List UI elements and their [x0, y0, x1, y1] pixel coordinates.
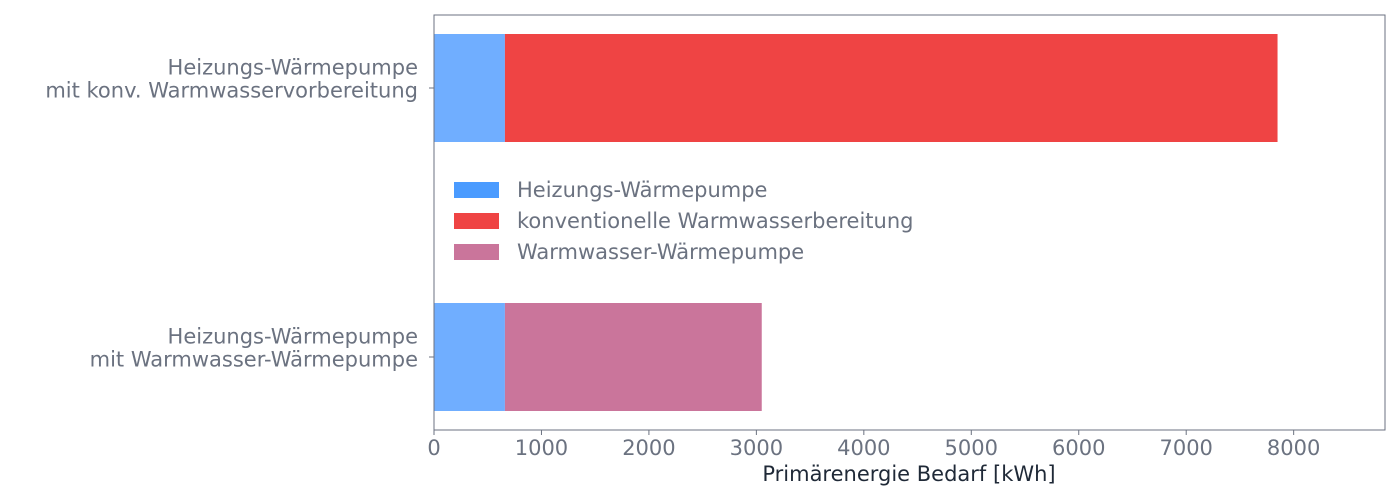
x-tick-label: 8000 — [1267, 436, 1320, 460]
x-tick-label: 5000 — [945, 436, 998, 460]
x-tick-label: 6000 — [1052, 436, 1105, 460]
legend-label: konventionelle Warmwasserbereitung — [517, 209, 914, 233]
y-axis: Heizungs-Wärmepumpe mit konv. Warmwasserv… — [45, 56, 434, 372]
x-tick-label: 1000 — [515, 436, 568, 460]
y-tick-label: Heizungs-Wärmepumpe mit konv. Warmwasserv… — [45, 56, 418, 103]
bar-segment-0-1 — [434, 303, 505, 411]
y-tick-label: Heizungs-Wärmepumpe mit Warmwasser-Wärmep… — [90, 325, 418, 372]
legend-swatch — [454, 213, 499, 229]
legend-swatch — [454, 244, 499, 260]
legend-label: Heizungs-Wärmepumpe — [517, 178, 767, 202]
x-tick-label: 4000 — [837, 436, 890, 460]
legend: Heizungs-Wärmepumpe konventionelle Warmwa… — [454, 178, 914, 264]
x-tick-label: 0 — [427, 436, 440, 460]
x-axis: 0 1000 2000 3000 4000 5000 6000 7000 8000 — [427, 430, 1320, 460]
bar-segment-1-0 — [504, 34, 1278, 142]
x-tick-label: 3000 — [730, 436, 783, 460]
x-tick-label: 2000 — [622, 436, 675, 460]
bar-segment-2-1 — [504, 303, 762, 411]
bar-segment-0-0 — [434, 34, 505, 142]
x-axis-label: Primärenergie Bedarf [kWh] — [762, 462, 1055, 486]
legend-swatch — [454, 182, 499, 198]
legend-label: Warmwasser-Wärmepumpe — [517, 240, 804, 264]
plot-frame — [433, 14, 1386, 431]
bars — [434, 34, 1278, 411]
x-tick-label: 7000 — [1159, 436, 1212, 460]
